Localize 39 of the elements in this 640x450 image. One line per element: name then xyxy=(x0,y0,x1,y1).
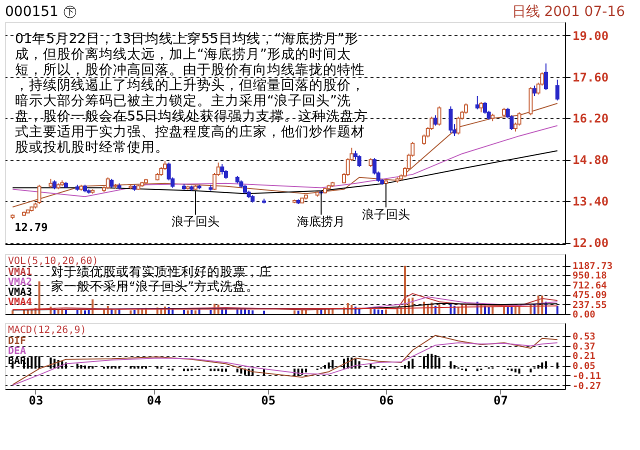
annotation: 浪子回头 xyxy=(171,214,220,229)
y-tick-label: 17.60 xyxy=(572,70,609,84)
y-tick-label: 0.05 xyxy=(572,361,596,372)
x-tick-label: 07 xyxy=(494,394,508,408)
y-tick-label: 950.18 xyxy=(572,270,608,282)
y-tick-label: 14.80 xyxy=(572,153,609,168)
y-tick-label: 0.53 xyxy=(572,331,596,342)
y-tick-label: -0.11 xyxy=(572,370,602,382)
chart-title: VOL(5,10,20,60) xyxy=(8,256,98,267)
y-tick-label: 12.00 xyxy=(572,236,609,250)
y-tick-label: 475.09 xyxy=(572,290,608,302)
annotation: 01年5月22日，13日均线上穿55日均线，“海底捞月”形成，但股价离均线太远，加上“海底捞月”形成的时间太短，所以，股价冲高回落。由于股价有向均线靠拢的特性，持续阴线遏止了均线的上升势头，但缩量回落的股价，暗示大部分筹码已被主力锁定。主力采用“浪子回头”洗盘，股价一般会在55日均线处获得强力支撑。这种洗盘方式主要适用于实力强、控盘程度高的庄家，他们炒作题材股或投机股时经常使用。 xyxy=(15,31,368,156)
x-tick-label: 06 xyxy=(379,394,394,408)
series-label: VMA4 xyxy=(8,297,32,308)
annotation: 12.79 xyxy=(14,221,48,234)
annotation: 海底捞月 xyxy=(297,214,346,229)
y-tick-label: 19.00 xyxy=(572,28,609,43)
chart-title: 000151 ㊦ xyxy=(5,4,77,20)
y-tick-label: 1187.73 xyxy=(572,261,613,272)
annotation: 对于绩优股或有实质性利好的股票，庄家一般不采用“浪子回头”方式洗盘。 xyxy=(51,264,272,294)
y-tick-label: 0.21 xyxy=(572,351,596,362)
y-tick-label: 13.40 xyxy=(572,194,609,209)
chart-subtitle: 日线 2001 07-16 xyxy=(512,4,626,20)
text: DEA xyxy=(8,346,26,357)
x-tick-label: 03 xyxy=(28,394,44,408)
x-tick-label: 05 xyxy=(261,394,276,408)
y-tick-label: 0.00 xyxy=(572,310,596,320)
text: VMA1 xyxy=(8,267,32,278)
y-tick-label: 712.64 xyxy=(572,280,608,292)
chart-title: MACD(12,26,9) xyxy=(8,325,86,336)
annotation: 浪子回头 xyxy=(362,207,410,222)
text: DIF xyxy=(8,336,26,347)
y-tick-label: -0.27 xyxy=(572,380,602,392)
series-label: VMA3 xyxy=(8,287,32,298)
x-tick-label: 04 xyxy=(146,394,162,408)
y-tick-label: 237.55 xyxy=(572,300,608,311)
text: VMA2 xyxy=(8,277,32,288)
y-tick-label: 16.20 xyxy=(572,112,609,126)
y-tick-label: 0.37 xyxy=(572,341,596,352)
